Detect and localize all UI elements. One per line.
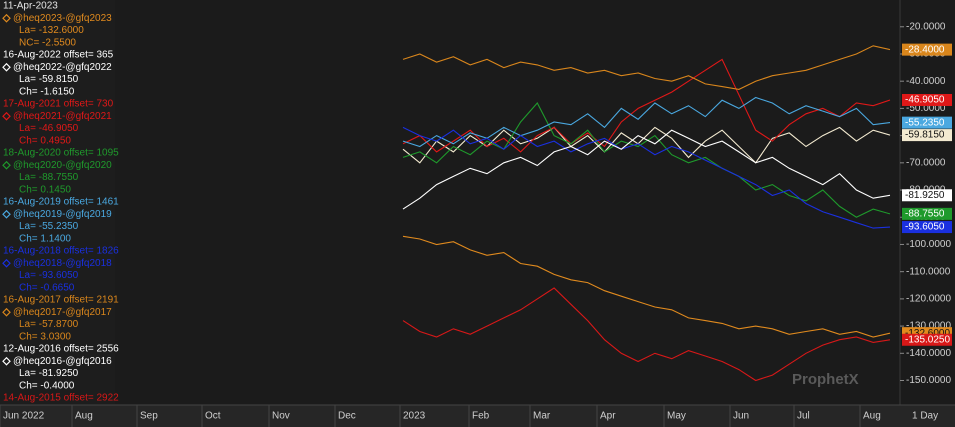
legend-text: La= -57.8700 [19,319,79,330]
legend-marker [2,111,11,121]
legend-text: @heq2019-@gfq2019 [13,209,112,220]
legend-text: @heq2023-@gfq2023 [13,13,112,24]
end-value-label: -132.6000 [905,328,950,339]
end-value-label: -81.9250 [905,190,945,201]
legend-marker [2,307,11,317]
legend-text: @heq2017-@gfq2017 [13,307,112,318]
y-tick-label: -40.0000 [906,76,946,87]
legend-marker [2,13,11,23]
legend-text: @heq2018-@gfq2018 [13,258,112,269]
series-line [402,96,891,148]
y-tick-label: -50.0000 [906,103,946,114]
x-tick-label: Feb [472,411,490,422]
end-value-label: -59.8150 [905,130,945,141]
end-value-label: -93.6050 [905,222,945,233]
interval-label: 1 Day [912,411,938,422]
legend-marker [2,62,11,72]
end-value-badge [902,207,952,220]
series-line [402,126,891,164]
legend-text: La= -46.9050 [19,123,79,134]
end-value-badge [902,189,952,202]
legend-text: Ch= 0.4950 [19,135,71,146]
legend-text: La= -55.2350 [19,221,79,232]
x-tick-label: Aug [75,411,93,422]
legend-text: @heq2022-@gfq2022 [13,62,112,73]
legend-text: 17-Aug-2021 offset= 730 [3,99,114,110]
legend-text: 16-Aug-2022 offset= 365 [3,50,114,61]
end-value-badge [902,116,952,129]
y-tick-label: -20.0000 [906,21,946,32]
legend-text: 12-Aug-2016 offset= 2556 [3,344,119,355]
x-axis-bar [0,405,955,427]
series-line [402,235,891,338]
series-line [402,129,891,210]
y-tick-label: -120.0000 [906,294,951,305]
end-value-label: -55.2350 [905,117,945,128]
legend-text: Ch= -0.6650 [19,282,75,293]
series-line [402,126,891,229]
legend-text: La= -59.8150 [19,74,79,85]
x-tick-label: Sep [140,411,158,422]
y-tick-label: -70.0000 [906,157,946,168]
legend-text: La= -88.7550 [19,172,79,183]
end-value-badge [902,93,952,106]
watermark: ProphetX [792,371,859,388]
legend-panel [0,0,115,405]
series-line [402,45,891,90]
legend-text: NC= -2.5500 [19,37,76,48]
end-value-badge [902,221,952,234]
y-tick-label: -110.0000 [906,266,951,277]
y-tick-label: -150.0000 [906,375,951,386]
y-tick-label: -140.0000 [906,348,951,359]
legend-text: Ch= 3.0300 [19,331,71,342]
series-line [402,102,891,218]
legend-marker [2,209,11,219]
legend-text: Ch= 0.1450 [19,184,71,195]
legend-text: La= -93.6050 [19,270,79,281]
x-tick-label: Aug [863,411,881,422]
legend-text: 11-Apr-2023 [3,1,58,12]
legend-text: La= -81.9250 [19,368,79,379]
end-value-label: -28.4000 [905,44,945,55]
end-value-label: -135.0250 [905,334,950,345]
x-tick-label: 2023 [403,411,426,422]
legend-marker [2,356,11,366]
y-tick-label: -130.0000 [906,321,951,332]
legend-text: Ch= -0.4000 [19,380,75,391]
y-tick-label: -100.0000 [906,239,951,250]
x-tick-label: Mar [533,411,551,422]
x-tick-label: Nov [272,411,290,422]
legend-text: 14-Aug-2015 offset= 2922 [3,393,119,404]
legend-text: 16-Aug-2017 offset= 2191 [3,295,119,306]
legend-text: 18-Aug-2020 offset= 1095 [3,148,119,159]
x-tick-label: Jul [797,411,810,422]
series-line [402,287,891,382]
legend-text: 16-Aug-2018 offset= 1826 [3,246,119,257]
x-tick-label: Jun [733,411,749,422]
end-value-badge [902,333,952,346]
legend-text: 16-Aug-2019 offset= 1461 [3,197,119,208]
legend-text: Ch= -1.6150 [19,86,75,97]
x-tick-label: Jun 2022 [3,411,45,422]
legend-text: @heq2020-@gfq2020 [13,160,112,171]
legend-text: La= -132.6000 [19,25,84,36]
legend-text: @heq2016-@gfq2016 [13,356,112,367]
legend-text: Ch= 1.1400 [19,233,71,244]
legend-marker [2,258,11,268]
end-value-label: -88.7550 [905,208,945,219]
legend-text: @heq2021-@gfq2021 [13,111,112,122]
legend-marker [2,160,11,170]
x-tick-label: Dec [338,411,356,422]
end-value-label: -46.9050 [905,95,945,106]
x-tick-label: May [667,411,686,422]
end-value-badge [902,43,952,56]
end-value-badge [902,129,952,142]
x-tick-label: Apr [600,411,616,422]
x-tick-label: Oct [205,411,221,422]
